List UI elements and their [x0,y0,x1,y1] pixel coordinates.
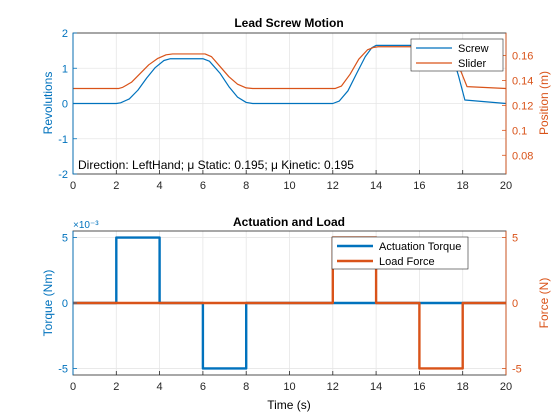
y-tick-label-right: 5 [512,233,518,245]
chart-actuation-and-load: Actuation and Load 0 2 4 6 8 10 12 14 16 18 20-505… [41,215,551,412]
y-tick-label-left: -1 [58,134,68,146]
y-tick-label-left: 0 [62,298,68,310]
x-tick-label: 0 [70,180,76,192]
axis-ticks: 0 2 4 6 8 10 12 14 16 18 20-2-10120.080.10.120.140… [58,28,533,192]
x-tick-label: 20 [500,381,512,393]
y-tick-label-left: 1 [62,63,68,75]
x-tick-label: 16 [413,180,425,192]
chart-title: Lead Screw Motion [234,16,343,30]
x-tick-label: 16 [413,381,425,393]
x-tick-label: 12 [327,381,339,393]
series-lines [73,236,506,370]
exponent-label: ×10⁻³ [73,220,99,231]
y-tick-label-left: 2 [62,28,68,40]
y-tick-label-left: -2 [58,169,68,181]
legend-label-slider: Slider [458,58,486,70]
x-axis-label: Time (s) [267,398,311,412]
x-tick-label: 12 [327,180,339,192]
y-tick-label-right: 0.08 [512,150,533,162]
x-tick-label: 8 [243,381,249,393]
y-tick-label-right: 0.16 [512,50,533,62]
legend-label-actuation-torque: Actuation Torque [379,241,461,253]
y-axis-label-left: Torque (Nm) [41,270,55,337]
legend-label-screw: Screw [458,43,489,55]
y-axis-label-right: Position (m) [537,71,551,135]
x-tick-label: 6 [200,381,206,393]
x-tick-label: 6 [200,180,206,192]
x-tick-label: 0 [70,381,76,393]
series-line-load-force [73,236,506,370]
y-axis-label-left: Revolutions [41,72,55,135]
chart-title: Actuation and Load [233,215,345,229]
x-tick-label: 10 [283,180,295,192]
y-tick-label-left: -5 [58,363,68,375]
x-tick-label: 18 [457,180,469,192]
x-tick-label: 4 [157,180,163,192]
x-tick-label: 2 [113,180,119,192]
x-tick-label: 14 [370,381,382,393]
y-tick-label-right: 0.12 [512,100,533,112]
y-tick-label-right: 0 [512,298,518,310]
x-tick-label: 14 [370,180,382,192]
y-axis-label-right: Force (N) [537,278,551,329]
x-tick-label: 18 [457,381,469,393]
x-tick-label: 8 [243,180,249,192]
y-tick-label-left: 0 [62,99,68,111]
legend: Actuation Torque Load Force [331,236,469,270]
x-tick-label: 10 [283,381,295,393]
chart-lead-screw-motion: Lead Screw Motion 0 2 4 6 8 10 12 14 16 18 20-2-10… [41,16,551,192]
x-tick-label: 2 [113,381,119,393]
x-tick-label: 4 [157,381,163,393]
axis-ticks: 0 2 4 6 8 10 12 14 16 18 20-505-505 [58,231,522,393]
x-tick-label: 20 [500,180,512,192]
annotation-text: Direction: LeftHand; μ Static: 0.195; μ … [78,158,354,172]
y-tick-label-right: 0.14 [512,75,533,87]
y-tick-label-left: 5 [62,233,68,245]
y-tick-label-right: 0.1 [512,125,527,137]
legend: Screw Slider [410,38,504,72]
y-tick-label-right: -5 [512,363,522,375]
legend-label-load-force: Load Force [379,256,435,268]
